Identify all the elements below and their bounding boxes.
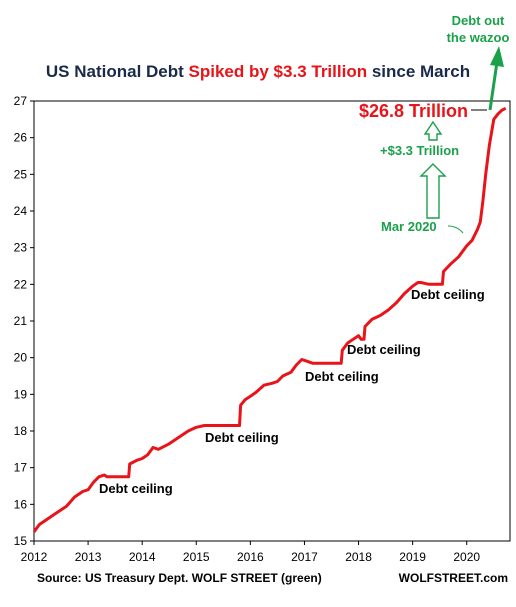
debt-ceiling-label-2019: Debt ceiling bbox=[411, 287, 485, 302]
x-axis: 2012 2013 2014 2015 2016 2017 2018 2019 2020 bbox=[21, 541, 480, 564]
x-tick-label: 2019 bbox=[399, 550, 426, 564]
current-value-label: $26.8 Trillion bbox=[359, 101, 468, 121]
y-tick-label: 22 bbox=[14, 277, 28, 291]
x-tick-label: 2017 bbox=[291, 550, 318, 564]
x-tick-label: 2013 bbox=[75, 550, 102, 564]
y-tick-label: 19 bbox=[14, 387, 28, 401]
y-tick-label: 24 bbox=[14, 204, 28, 218]
source-text: Source: US Treasury Dept. WOLF STREET (g… bbox=[37, 571, 322, 585]
x-tick-label: 2015 bbox=[183, 550, 210, 564]
title-part-3: since March bbox=[367, 62, 470, 81]
y-tick-label: 23 bbox=[14, 241, 28, 255]
march-label: Mar 2020 bbox=[381, 219, 437, 234]
x-tick-label: 2014 bbox=[129, 550, 156, 564]
y-tick-label: 21 bbox=[14, 314, 28, 328]
y-tick-label: 27 bbox=[14, 94, 28, 108]
wazoo-label-line1: Debt out bbox=[452, 13, 505, 28]
x-tick-label: 2016 bbox=[237, 550, 264, 564]
y-tick-label: 18 bbox=[14, 424, 28, 438]
x-tick-label: 2020 bbox=[453, 550, 480, 564]
wazoo-label-line2: the wazoo bbox=[447, 30, 510, 45]
wazoo-arrow-shaft bbox=[488, 61, 499, 111]
x-tick-label: 2018 bbox=[345, 550, 372, 564]
series-line-debt bbox=[32, 106, 507, 533]
x-tick-label: 2012 bbox=[21, 550, 48, 564]
increase-arrow-head bbox=[423, 120, 443, 141]
title-part-1: US National Debt bbox=[46, 62, 189, 81]
debt-ceiling-label-2017: Debt ceiling bbox=[305, 369, 379, 384]
y-tick-label: 17 bbox=[14, 461, 28, 475]
y-tick-label: 20 bbox=[14, 351, 28, 365]
increase-label: +$3.3 Trillion bbox=[380, 143, 459, 158]
y-tick-label: 25 bbox=[14, 167, 28, 181]
y-tick-label: 26 bbox=[14, 131, 28, 145]
y-tick-label: 15 bbox=[14, 534, 28, 548]
debt-ceiling-label-2018: Debt ceiling bbox=[347, 342, 421, 357]
chart-title: US National Debt Spiked by $3.3 Trillion… bbox=[46, 62, 470, 81]
debt-ceiling-label-2013: Debt ceiling bbox=[99, 481, 173, 496]
wazoo-arrow-head bbox=[490, 46, 504, 67]
march-leader bbox=[447, 225, 464, 234]
title-part-2: Spiked by $3.3 Trillion bbox=[189, 62, 368, 81]
y-axis: 15 16 17 18 19 20 21 22 23 24 25 26 27 bbox=[14, 94, 34, 548]
increase-arrow bbox=[419, 163, 447, 219]
debt-ceiling-label-2015: Debt ceiling bbox=[205, 430, 279, 445]
brand-text: WOLFSTREET.com bbox=[399, 571, 508, 585]
y-tick-label: 16 bbox=[14, 497, 28, 511]
